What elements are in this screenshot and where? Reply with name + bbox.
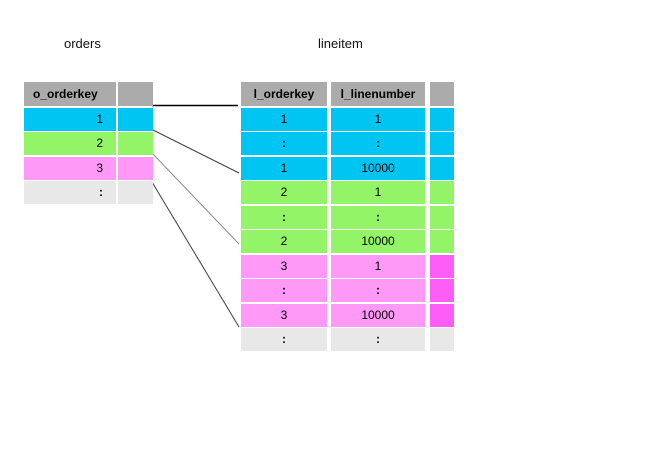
lineitem-color-tag-cell <box>430 107 454 131</box>
join-orderkey-2 <box>151 152 240 245</box>
l-linenumber-value-cell: 1 <box>331 181 425 204</box>
l-linenumber-value-cell: : <box>331 328 425 351</box>
lineitem-color-tag-cell <box>430 279 454 302</box>
orders-header-row: o_orderkey <box>24 82 153 106</box>
orders-table-row: 2 <box>24 132 153 155</box>
orders-color-tag-cell <box>118 181 153 204</box>
lineitem-header-spacer-cell <box>430 82 454 106</box>
orders-table-row: 3 <box>24 156 153 180</box>
lineitem-header-row: l_orderkey l_linenumber <box>241 82 454 106</box>
lineitem-table-row: :: <box>241 132 454 155</box>
l-orderkey-value-cell: 3 <box>241 303 327 327</box>
lineitem-table-body: 1 1::1 10000 2 1::2 10000 3 1::3 10000:: <box>241 107 454 351</box>
lineitem-color-tag-cell <box>430 205 454 229</box>
lineitem-table-row: :: <box>241 328 454 351</box>
l-linenumber-value-cell: 1 <box>331 107 425 131</box>
l-orderkey-value-cell: 2 <box>241 181 327 204</box>
l-orderkey-value-cell: : <box>241 132 327 155</box>
l-orderkey-value-cell: : <box>241 279 327 302</box>
join-orderkey-1 <box>150 128 240 174</box>
orders-header-o-orderkey: o_orderkey <box>24 82 116 106</box>
orders-color-tag-cell <box>118 156 153 180</box>
orders-table-title: orders <box>64 36 101 51</box>
lineitem-color-tag-cell <box>430 254 454 278</box>
lineitem-table-row: :: <box>241 205 454 229</box>
join-orderkey-3 <box>151 181 240 328</box>
l-linenumber-value-cell: 10000 <box>331 156 425 180</box>
lineitem-header-l-orderkey: l_orderkey <box>241 82 327 106</box>
o-orderkey-value-cell: 2 <box>24 132 116 155</box>
orders-table-row: 1 <box>24 107 153 131</box>
lineitem-table-title: lineitem <box>318 36 363 51</box>
l-orderkey-value-cell: 1 <box>241 156 327 180</box>
lineitem-table-row: 2 10000 <box>241 230 454 253</box>
l-linenumber-value-cell: : <box>331 205 425 229</box>
o-orderkey-value-cell: 3 <box>24 156 116 180</box>
lineitem-table-row: :: <box>241 279 454 302</box>
l-orderkey-value-cell: 2 <box>241 230 327 253</box>
lineitem-color-tag-cell <box>430 156 454 180</box>
l-orderkey-value-cell: : <box>241 205 327 229</box>
lineitem-color-tag-cell <box>430 132 454 155</box>
orders-color-tag-cell <box>118 107 153 131</box>
l-orderkey-value-cell: 3 <box>241 254 327 278</box>
o-orderkey-value-cell: 1 <box>24 107 116 131</box>
orders-table-row: : <box>24 181 153 204</box>
lineitem-table-row: 3 10000 <box>241 303 454 327</box>
orders-color-tag-cell <box>118 132 153 155</box>
l-linenumber-value-cell: : <box>331 132 425 155</box>
l-linenumber-value-cell: 10000 <box>331 303 425 327</box>
orders-header-spacer-cell <box>118 82 153 106</box>
l-orderkey-value-cell: : <box>241 328 327 351</box>
lineitem-table-row: 1 10000 <box>241 156 454 180</box>
lineitem-color-tag-cell <box>430 303 454 327</box>
l-linenumber-value-cell: : <box>331 279 425 302</box>
l-linenumber-value-cell: 10000 <box>331 230 425 253</box>
o-orderkey-value-cell: : <box>24 181 116 204</box>
lineitem-header-l-linenumber: l_linenumber <box>331 82 425 106</box>
l-orderkey-value-cell: 1 <box>241 107 327 131</box>
lineitem-color-tag-cell <box>430 230 454 253</box>
l-linenumber-value-cell: 1 <box>331 254 425 278</box>
lineitem-color-tag-cell <box>430 328 454 351</box>
lineitem-color-tag-cell <box>430 181 454 204</box>
lineitem-table: l_orderkey l_linenumber 1 1::1 10000 2 1::2 1… <box>241 82 454 351</box>
